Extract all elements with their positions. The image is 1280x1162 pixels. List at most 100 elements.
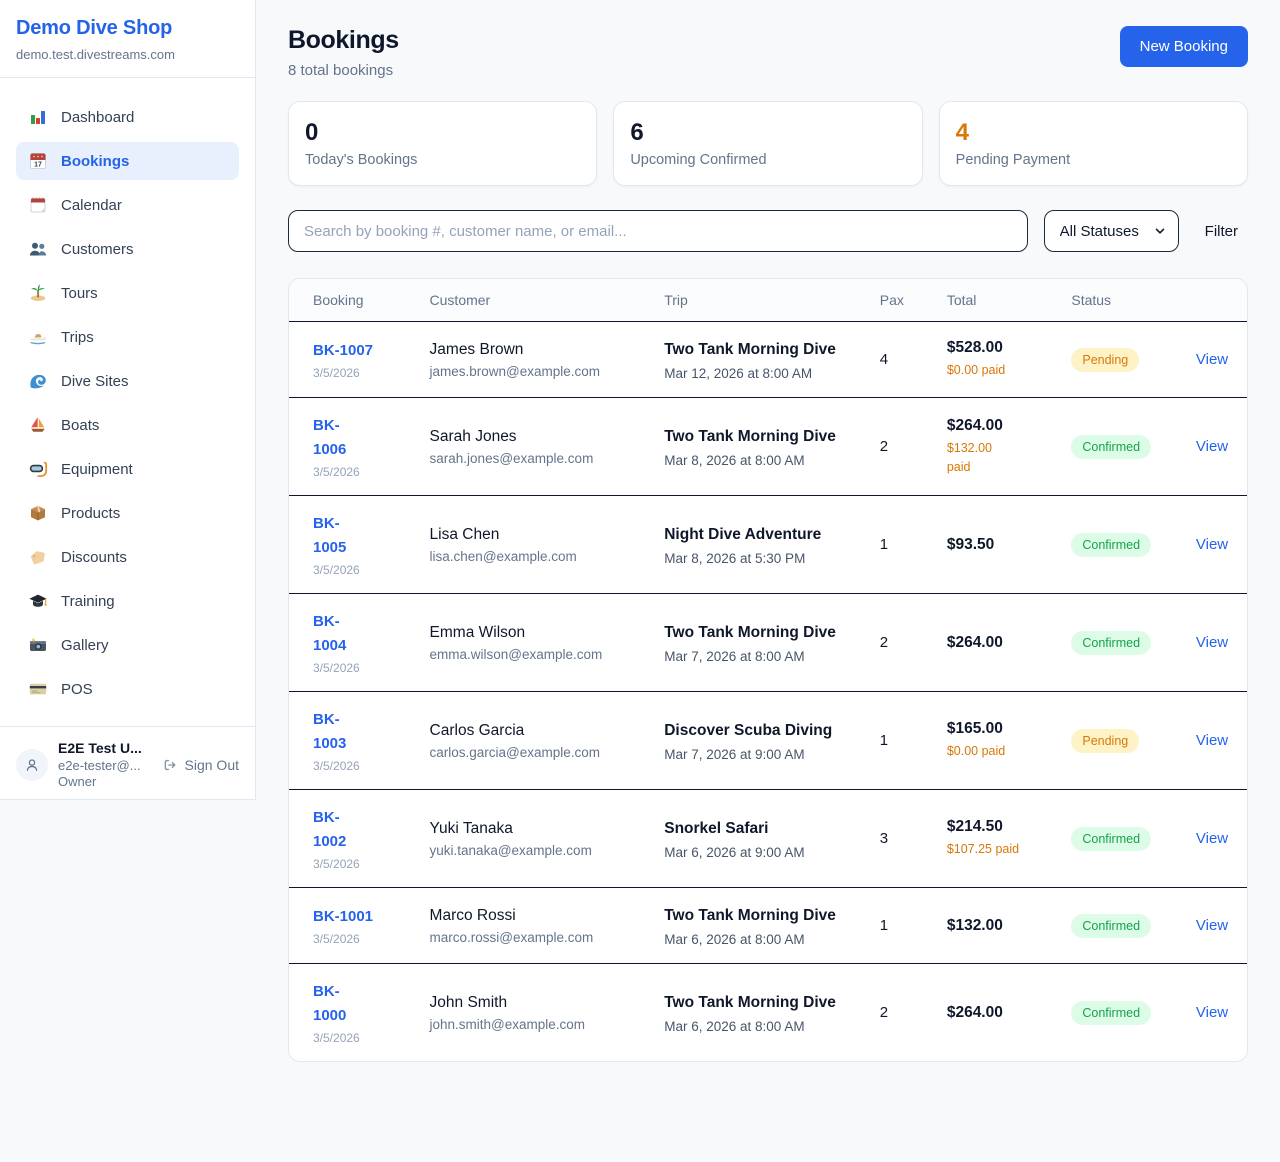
search-input[interactable] xyxy=(288,210,1028,252)
trip-datetime: Mar 6, 2026 at 8:00 AM xyxy=(664,1019,805,1035)
paid-amount: $0.00 paid xyxy=(946,744,1006,759)
trip-datetime: Mar 6, 2026 at 9:00 AM xyxy=(664,845,805,861)
sidebar-item-products[interactable]: Products xyxy=(16,494,239,532)
credit-card-icon xyxy=(28,679,48,699)
booking-date: 3/5/2026 xyxy=(313,932,360,947)
sidebar-item-label: Training xyxy=(61,592,115,610)
sidebar-item-training[interactable]: Training xyxy=(16,582,239,620)
package-icon xyxy=(28,503,48,523)
booking-link[interactable]: BK- 1006 xyxy=(313,417,347,459)
view-link[interactable]: View xyxy=(1195,633,1229,651)
sign-out-label: Sign Out xyxy=(184,757,239,773)
view-link[interactable]: View xyxy=(1195,535,1229,553)
trip-name: Night Dive Adventure xyxy=(664,526,822,543)
brand-title: Demo Dive Shop xyxy=(16,17,173,39)
sidebar-item-discounts[interactable]: Discounts xyxy=(16,538,239,576)
new-booking-button[interactable]: New Booking xyxy=(1119,26,1248,67)
bookings-table: Booking Customer Trip Pax Total Status BK-100… xyxy=(289,279,1247,1061)
sign-out-icon xyxy=(162,757,178,773)
table-row: BK- 1000 3/5/2026 John Smith john.smith@… xyxy=(289,964,1247,1061)
sidebar-item-boats[interactable]: Boats xyxy=(16,406,239,444)
pax-value: 3 xyxy=(863,789,931,889)
status-filter-select[interactable]: All Statuses xyxy=(1043,210,1179,252)
view-link[interactable]: View xyxy=(1195,731,1229,749)
view-link[interactable]: View xyxy=(1195,350,1229,368)
booking-link[interactable]: BK-1007 xyxy=(313,342,374,359)
main-content: Bookings 8 total bookings New Booking 0 … xyxy=(256,0,1280,1092)
pax-value: 2 xyxy=(863,397,931,497)
total-amount: $528.00 xyxy=(946,339,1003,357)
sidebar-item-calendar[interactable]: Calendar xyxy=(16,186,239,224)
booking-link[interactable]: BK- 1003 xyxy=(313,711,347,753)
sidebar-item-label: Bookings xyxy=(61,152,130,170)
pax-value: 1 xyxy=(863,691,931,791)
user-name: E2E Test U... xyxy=(58,740,142,756)
wave-icon xyxy=(28,371,48,391)
bar-chart-icon xyxy=(28,107,48,127)
booking-link[interactable]: BK- 1000 xyxy=(313,983,347,1025)
page-header: Bookings 8 total bookings New Booking xyxy=(288,26,1248,79)
view-link[interactable]: View xyxy=(1195,1003,1229,1021)
status-badge: Confirmed xyxy=(1071,1000,1152,1025)
booking-link[interactable]: BK-1001 xyxy=(313,908,374,926)
column-header-customer: Customer xyxy=(413,279,649,322)
sidebar-item-bookings[interactable]: 17 Bookings xyxy=(16,142,239,180)
bookings-calendar-icon: 17 xyxy=(28,151,48,171)
column-header-status: Status xyxy=(1055,279,1180,322)
sidebar-item-trips[interactable]: Trips xyxy=(16,318,239,356)
status-badge: Confirmed xyxy=(1071,630,1152,655)
booking-link[interactable]: BK- 1005 xyxy=(313,515,347,557)
page-header-text: Bookings 8 total bookings xyxy=(288,26,399,79)
column-header-pax: Pax xyxy=(863,279,931,322)
table-row: BK- 1006 3/5/2026 Sarah Jones sarah.jone… xyxy=(289,397,1247,497)
view-link[interactable]: View xyxy=(1195,829,1229,847)
sidebar-item-customers[interactable]: Customers xyxy=(16,230,239,268)
pax-value: 2 xyxy=(879,1004,889,1022)
filter-button[interactable]: Filter xyxy=(1195,215,1248,248)
people-icon xyxy=(28,239,48,259)
sidebar: Demo Dive Shop demo.test.divestreams.com… xyxy=(0,0,256,800)
sidebar-item-dive-sites[interactable]: Dive Sites xyxy=(16,362,239,400)
booking-date: 3/5/2026 xyxy=(313,563,360,578)
stat-value: 4 xyxy=(955,119,970,146)
pax-value: 1 xyxy=(863,887,931,965)
trip-name: Snorkel Safari xyxy=(664,820,769,837)
table-row: BK-1001 3/5/2026 Marco Rossi marco.rossi… xyxy=(289,887,1247,965)
sidebar-header: Demo Dive Shop demo.test.divestreams.com xyxy=(0,0,255,78)
user-info: E2E Test U... e2e-tester@... Owner xyxy=(58,740,152,790)
person-icon xyxy=(26,759,38,771)
sidebar-item-tours[interactable]: Tours xyxy=(16,274,239,312)
view-link[interactable]: View xyxy=(1195,437,1229,455)
sidebar-item-gallery[interactable]: Gallery xyxy=(16,626,239,664)
booking-date: 3/5/2026 xyxy=(313,759,360,774)
sign-out-button[interactable]: Sign Out xyxy=(162,757,239,773)
sidebar-item-label: Equipment xyxy=(61,460,133,478)
sidebar-item-pos[interactable]: POS xyxy=(16,670,239,708)
pax-value: 2 xyxy=(863,593,931,693)
sidebar-nav: Dashboard 17 Bookings Calendar Customers… xyxy=(0,78,255,726)
customer-name: Sarah Jones xyxy=(429,427,517,445)
sidebar-item-equipment[interactable]: Equipment xyxy=(16,450,239,488)
trip-name: Two Tank Morning Dive xyxy=(664,341,836,358)
customer-name: Yuki Tanaka xyxy=(429,819,513,837)
sidebar-item-label: Gallery xyxy=(61,636,109,654)
customer-email: emma.wilson@example.com xyxy=(429,646,603,662)
table-row: BK-1007 3/5/2026 James Brown james.brown… xyxy=(289,321,1247,399)
trip-datetime: Mar 12, 2026 at 8:00 AM xyxy=(664,366,813,382)
trip-name: Two Tank Morning Dive xyxy=(664,907,836,925)
booking-link[interactable]: BK- 1004 xyxy=(313,613,347,655)
booking-link[interactable]: BK- 1002 xyxy=(313,809,347,851)
customer-email: john.smith@example.com xyxy=(429,1016,586,1032)
trip-datetime: Mar 8, 2026 at 5:30 PM xyxy=(664,551,806,567)
sidebar-item-label: Dashboard xyxy=(61,108,135,126)
sidebar-item-dashboard[interactable]: Dashboard xyxy=(16,98,239,136)
trip-datetime: Mar 7, 2026 at 8:00 AM xyxy=(664,649,805,665)
sidebar-item-label: Products xyxy=(61,504,121,522)
total-amount: $264.00 xyxy=(946,417,1003,435)
sidebar-item-label: Tours xyxy=(61,284,98,302)
status-badge: Confirmed xyxy=(1071,913,1152,938)
view-link[interactable]: View xyxy=(1195,916,1229,934)
customer-name: Carlos Garcia xyxy=(429,721,525,739)
booking-date: 3/5/2026 xyxy=(313,1031,360,1046)
customer-name: Marco Rossi xyxy=(429,906,516,924)
